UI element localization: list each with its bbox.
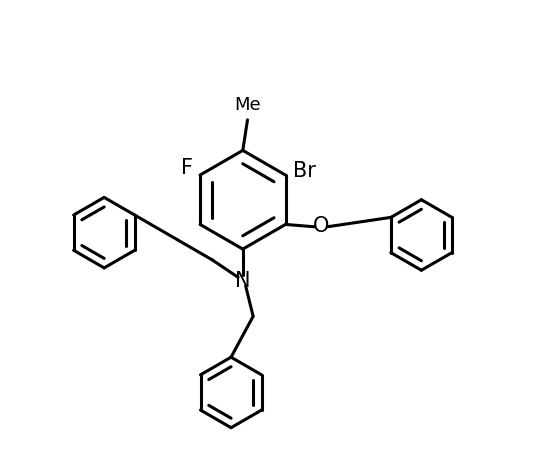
- Text: Br: Br: [293, 161, 316, 181]
- Text: N: N: [235, 271, 250, 291]
- Text: F: F: [180, 158, 193, 179]
- Text: Me: Me: [234, 96, 261, 114]
- Text: O: O: [313, 216, 329, 236]
